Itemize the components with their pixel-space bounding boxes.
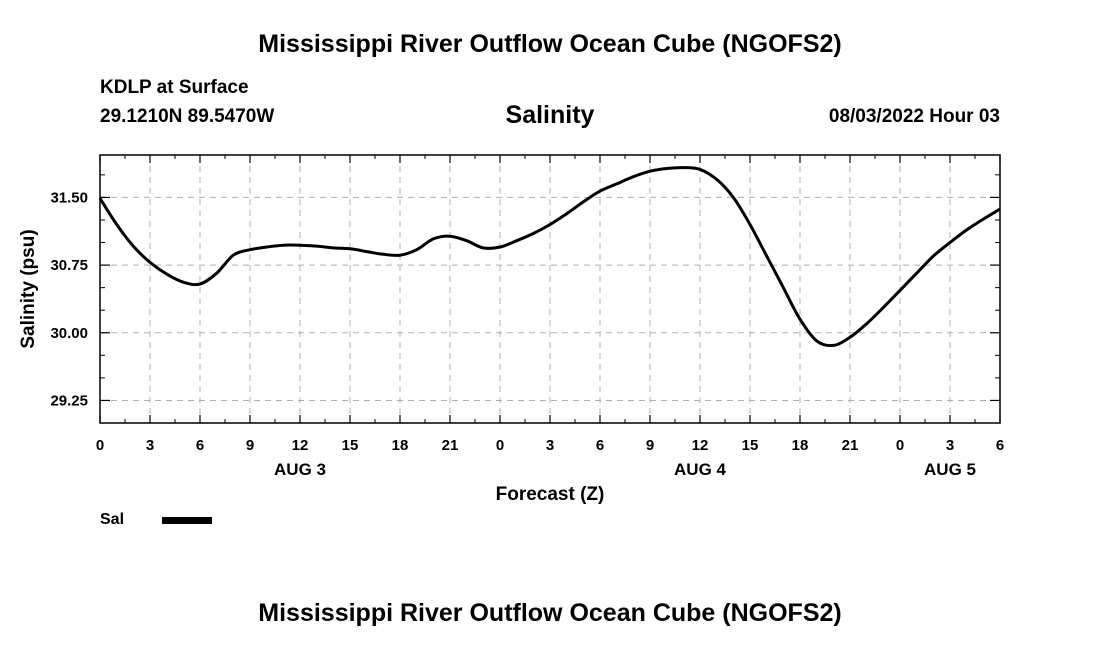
x-tick-label: 18 — [392, 437, 409, 454]
x-tick-label: 3 — [546, 437, 554, 454]
station-coordinates: 29.1210N 89.5470W — [100, 106, 275, 127]
y-axis-label: Salinity (psu) — [18, 229, 39, 348]
plot-frame — [99, 154, 1001, 424]
x-axis-label: Forecast (Z) — [496, 484, 605, 505]
x-tick-label: 6 — [996, 437, 1004, 454]
y-tick-label: 30.75 — [50, 257, 88, 274]
y-tick-label: 30.00 — [50, 325, 88, 342]
y-tick-label: 31.50 — [50, 189, 88, 206]
x-tick-label: 0 — [496, 437, 504, 454]
footer-title: Mississippi River Outflow Ocean Cube (NG… — [258, 599, 842, 627]
x-tick-label: 21 — [842, 437, 859, 454]
x-tick-label: 12 — [292, 437, 309, 454]
x-tick-label: 0 — [896, 437, 904, 454]
parameter-title: Salinity — [505, 101, 595, 129]
date-label: AUG 3 — [274, 460, 326, 479]
x-tick-label: 6 — [196, 437, 204, 454]
forecast-timestamp: 08/03/2022 Hour 03 — [828, 106, 1000, 127]
chart-grid — [100, 155, 1000, 423]
x-tick-label: 6 — [596, 437, 604, 454]
x-tick-label: 21 — [442, 437, 459, 454]
x-tick-label: 18 — [792, 437, 809, 454]
x-tick-label: 0 — [96, 437, 104, 454]
salinity-chart: 0 3 6 9 12 15 18 21 0 3 6 9 12 15 18 21 0 3 6 29.25 30.00 30.… — [18, 154, 1004, 505]
chart-main-title: Mississippi River Outflow Ocean Cube (NG… — [258, 30, 842, 58]
date-label: AUG 5 — [924, 460, 976, 479]
series-line-sal — [98, 166, 1001, 348]
x-tick-label: 9 — [646, 437, 654, 454]
x-tick-label: 3 — [946, 437, 954, 454]
x-tick-label: 12 — [692, 437, 709, 454]
station-name: KDLP at Surface — [100, 77, 249, 98]
chart-tick-labels: 0 3 6 9 12 15 18 21 0 3 6 9 12 15 18 21 0 3 6 29.25 30.00 30.… — [50, 189, 1004, 479]
date-label: AUG 4 — [674, 460, 727, 479]
x-tick-label: 9 — [246, 437, 254, 454]
x-tick-label: 3 — [146, 437, 154, 454]
legend-label: Sal — [100, 511, 125, 528]
x-tick-label: 15 — [742, 437, 759, 454]
x-tick-label: 15 — [342, 437, 359, 454]
legend-swatch — [162, 517, 212, 524]
y-tick-label: 29.25 — [50, 392, 88, 409]
